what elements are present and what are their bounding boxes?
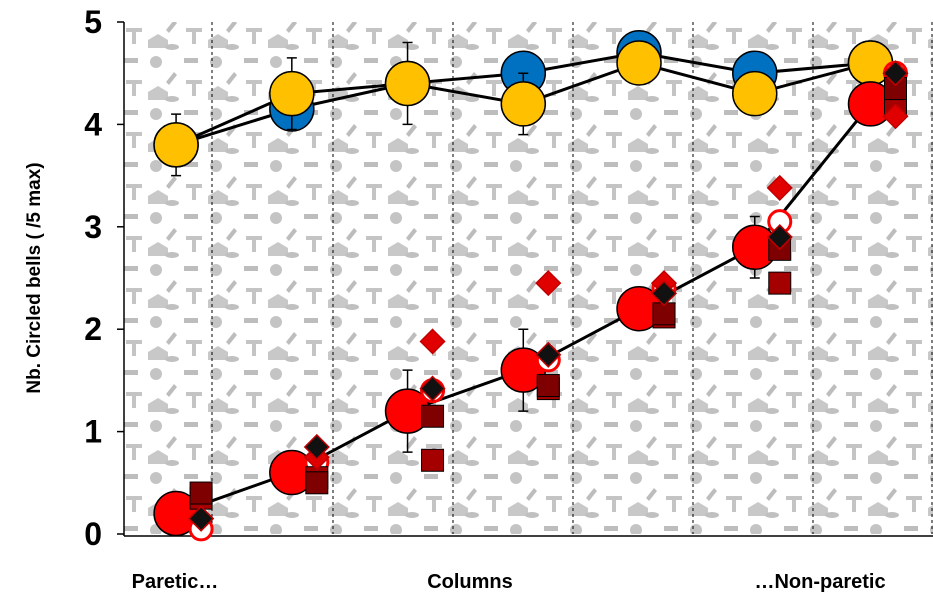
y-tick-label: 3 xyxy=(84,209,102,245)
square-marker xyxy=(306,472,328,494)
circle-marker xyxy=(501,82,545,126)
square-marker xyxy=(422,405,444,427)
y-tick-label: 5 xyxy=(84,4,102,40)
square-marker xyxy=(190,482,212,504)
circle-marker xyxy=(617,41,661,85)
circle-marker xyxy=(733,72,777,116)
y-tick-label: 1 xyxy=(84,414,102,450)
x-label: Columns xyxy=(427,571,513,593)
square-marker xyxy=(422,449,444,471)
circle-marker xyxy=(154,123,198,167)
x-label: …Non-paretic xyxy=(754,571,885,593)
circle-marker xyxy=(270,72,314,116)
chart: Nb. Circled bells ( /5 max) Paretic… Col… xyxy=(0,0,933,597)
square-marker xyxy=(769,272,791,294)
y-tick-label: 2 xyxy=(84,311,102,347)
square-marker xyxy=(537,375,559,397)
y-tick-label: 4 xyxy=(84,106,102,142)
y-axis-title: Nb. Circled bells ( /5 max) xyxy=(24,162,45,393)
x-label: Paretic… xyxy=(132,571,219,593)
y-tick-label: 0 xyxy=(84,516,102,552)
circle-marker xyxy=(386,61,430,105)
